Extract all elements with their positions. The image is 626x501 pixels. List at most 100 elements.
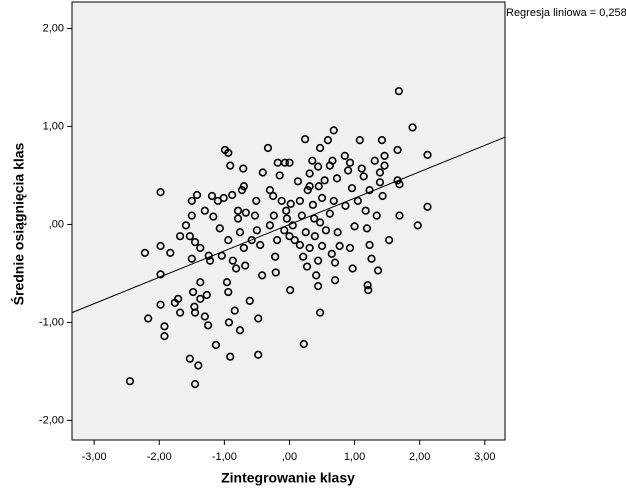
point	[394, 87, 403, 96]
point	[215, 224, 224, 233]
x-tick-label: -2,00	[147, 451, 172, 463]
point	[315, 308, 325, 317]
point	[226, 161, 235, 170]
point	[185, 232, 194, 241]
point	[408, 123, 417, 132]
point	[375, 178, 385, 187]
point	[365, 240, 374, 250]
point	[375, 168, 385, 177]
point	[226, 352, 235, 361]
point	[175, 308, 185, 317]
point	[196, 278, 205, 287]
y-tick-label: ,00	[49, 218, 64, 230]
point	[282, 206, 291, 215]
point	[245, 296, 254, 305]
point	[187, 196, 196, 206]
point	[125, 377, 135, 386]
point	[312, 271, 321, 280]
point	[254, 350, 263, 359]
point	[310, 214, 319, 223]
point	[333, 228, 342, 237]
point	[203, 321, 213, 330]
point	[357, 164, 366, 173]
point	[328, 156, 337, 165]
point	[301, 228, 310, 237]
point	[308, 200, 318, 209]
point	[327, 249, 336, 258]
point	[144, 314, 153, 323]
point	[348, 264, 357, 273]
point	[314, 282, 323, 291]
point	[372, 211, 381, 220]
point	[321, 226, 331, 235]
point	[222, 278, 232, 287]
point	[317, 193, 327, 203]
point	[423, 150, 432, 159]
point	[166, 248, 175, 257]
point	[286, 199, 295, 208]
point	[241, 261, 250, 270]
point	[190, 237, 200, 247]
point	[329, 126, 338, 135]
point	[187, 211, 196, 220]
point	[156, 241, 165, 251]
point	[345, 243, 355, 253]
point	[205, 256, 215, 265]
point	[239, 182, 248, 191]
point	[280, 158, 290, 167]
point	[254, 314, 263, 323]
point	[378, 191, 387, 201]
point	[299, 339, 308, 349]
point	[290, 236, 299, 245]
point	[271, 268, 280, 277]
point	[269, 211, 278, 220]
point	[239, 164, 248, 173]
point	[250, 211, 260, 220]
point	[228, 190, 237, 200]
point	[247, 236, 256, 245]
y-tick-label: 2,00	[43, 22, 64, 34]
point	[273, 236, 282, 245]
point	[314, 256, 323, 265]
point	[285, 158, 294, 167]
point	[395, 211, 404, 220]
point	[299, 252, 308, 261]
point	[314, 182, 323, 191]
point	[350, 222, 359, 231]
y-tick-label: -2,00	[39, 414, 64, 426]
point	[315, 218, 325, 227]
point	[343, 166, 353, 175]
x-tick-label: -1,00	[212, 451, 237, 463]
point	[395, 180, 404, 189]
point	[211, 340, 220, 350]
x-axis-title: Zintegrowanie klasy	[221, 470, 355, 486]
point	[233, 206, 243, 215]
point	[293, 177, 303, 186]
point	[156, 187, 165, 197]
point	[258, 271, 267, 280]
point	[235, 326, 245, 335]
point	[269, 191, 278, 201]
point	[252, 196, 261, 206]
point	[377, 136, 387, 145]
x-tick-label: 3,00	[474, 451, 495, 463]
y-tick-label: 1,00	[43, 120, 64, 132]
point	[384, 236, 394, 245]
point	[265, 221, 275, 230]
point	[302, 262, 312, 271]
point	[413, 221, 422, 230]
point	[230, 306, 239, 315]
point	[295, 196, 304, 206]
point	[282, 214, 291, 223]
point	[365, 186, 374, 195]
point	[380, 161, 389, 170]
point	[224, 287, 233, 297]
point	[258, 168, 267, 177]
point	[185, 354, 194, 363]
point	[355, 136, 364, 145]
point	[341, 201, 350, 210]
point	[297, 211, 306, 220]
point	[361, 206, 370, 215]
point	[224, 318, 234, 327]
